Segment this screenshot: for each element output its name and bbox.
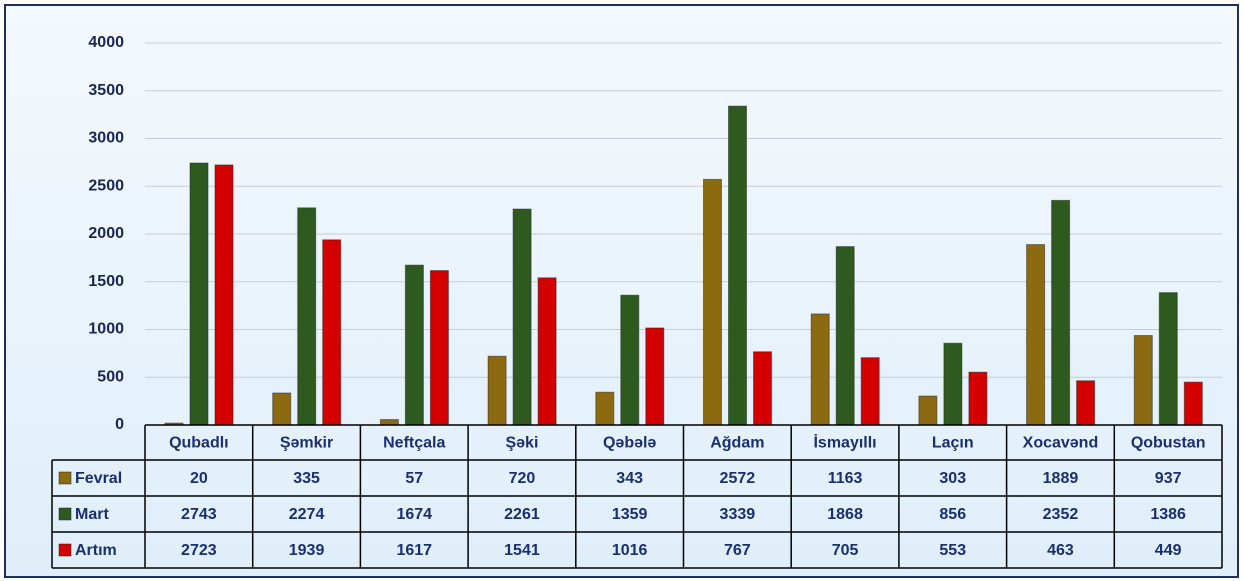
bar (1183, 381, 1203, 426)
bar (189, 162, 209, 426)
table-value: 2352 (1043, 506, 1079, 523)
bar (297, 207, 317, 426)
bar (703, 178, 722, 426)
table-value: 1359 (612, 506, 648, 523)
table-value: 343 (616, 470, 643, 487)
y-tick-label: 2500 (88, 177, 124, 194)
x-tick-label: Laçın (932, 435, 974, 452)
x-tick-label: Neftçala (383, 435, 445, 452)
bar (1026, 244, 1046, 426)
bar (537, 277, 557, 426)
bar (728, 105, 747, 426)
table-value: 303 (939, 470, 966, 487)
bar (1051, 199, 1071, 426)
x-tick-label: Şəki (505, 435, 538, 452)
legend-label: Artım (75, 542, 117, 559)
x-tick-label: İsmayıllı (813, 434, 876, 452)
table-value: 20 (190, 470, 208, 487)
bar (272, 392, 292, 426)
bar (1076, 380, 1096, 426)
x-tick-label: Qəbələ (603, 435, 656, 452)
y-tick-label: 0 (115, 416, 124, 433)
table-value: 1939 (289, 542, 325, 559)
bar (810, 313, 830, 426)
table-value: 720 (509, 470, 536, 487)
table-value: 335 (293, 470, 320, 487)
bar (1158, 292, 1178, 426)
bar (753, 351, 772, 426)
table-value: 2743 (181, 506, 217, 523)
bar (379, 419, 399, 426)
bar (835, 246, 855, 426)
table-value: 856 (939, 506, 966, 523)
legend-swatch (58, 471, 72, 485)
table-value: 1617 (396, 542, 432, 559)
table-value: 449 (1155, 542, 1182, 559)
y-tick-label: 3000 (88, 130, 124, 147)
bar (918, 395, 938, 426)
legend-label: Fevral (75, 470, 122, 487)
table-value: 1541 (504, 542, 540, 559)
y-tick-label: 500 (97, 368, 124, 385)
bar (595, 391, 615, 426)
bar (214, 164, 234, 426)
y-tick-label: 4000 (88, 34, 124, 51)
x-tick-label: Qubadlı (169, 435, 229, 452)
bar (1133, 335, 1153, 426)
table-value: 57 (405, 470, 423, 487)
legend-label: Mart (75, 506, 109, 523)
bar (943, 342, 963, 426)
y-tick-label: 1000 (88, 321, 124, 338)
bar (429, 270, 449, 426)
x-tick-label: Qobustan (1131, 435, 1206, 452)
x-tick-label: Şəmkir (280, 435, 333, 452)
table-value: 705 (832, 542, 859, 559)
bar (512, 208, 532, 426)
bar (404, 264, 424, 426)
y-tick-label: 1500 (88, 273, 124, 290)
table-value: 1386 (1150, 506, 1186, 523)
table-value: 1868 (827, 506, 863, 523)
table-value: 767 (724, 542, 751, 559)
table-value: 1163 (828, 470, 863, 487)
bar (645, 327, 665, 426)
bar (968, 371, 988, 426)
table-value: 2261 (504, 506, 540, 523)
table-value: 553 (939, 542, 966, 559)
legend-swatch (58, 543, 72, 557)
table-value: 1674 (396, 506, 432, 523)
legend-swatch (58, 507, 72, 521)
bar (860, 357, 880, 426)
table-value: 2723 (181, 542, 217, 559)
bar (487, 355, 507, 426)
table-value: 3339 (720, 506, 756, 523)
y-tick-label: 2000 (88, 225, 124, 242)
table-value: 2572 (720, 470, 756, 487)
table-value: 463 (1047, 542, 1074, 559)
bar (620, 294, 640, 426)
table-value: 2274 (289, 506, 325, 523)
table-value: 937 (1155, 470, 1182, 487)
table-value: 1016 (612, 542, 648, 559)
table-value: 1889 (1043, 470, 1079, 487)
bar (322, 239, 342, 426)
x-tick-label: Xocavənd (1023, 435, 1099, 452)
x-tick-label: Ağdam (710, 435, 764, 452)
y-tick-label: 3500 (88, 82, 124, 99)
